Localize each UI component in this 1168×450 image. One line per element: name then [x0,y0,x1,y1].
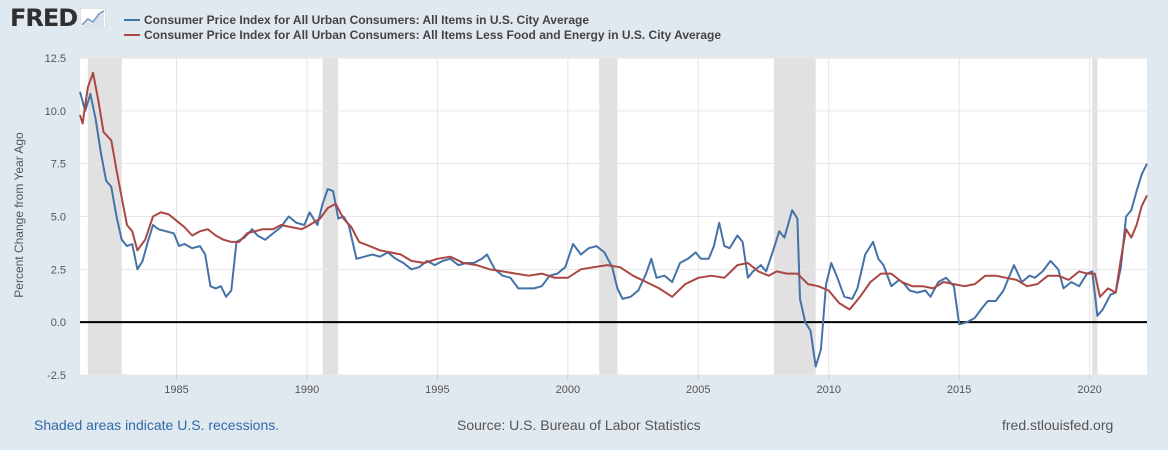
y-tick-label: 7.5 [51,159,66,171]
y-axis-ticks: -2.5 0.0 2.5 5.0 7.5 10.0 12.5 [45,53,66,382]
legend-swatch-cpi-core [124,33,140,36]
y-tick-label: 2.5 [51,264,66,276]
series-line-1 [79,71,1148,311]
logo-text: FRED [10,4,78,32]
x-tick-label: 2010 [816,384,840,396]
y-axis-title: Percent Change from Year Ago [12,132,26,298]
legend-label-cpi-core: Consumer Price Index for All Urban Consu… [144,27,722,42]
y-tick-label: 10.0 [45,106,66,118]
recession-note: Shaded areas indicate U.S. recessions. [34,417,280,433]
legend-item-cpi-all[interactable]: Consumer Price Index for All Urban Consu… [124,12,721,27]
x-tick-label: 1990 [295,384,319,396]
x-tick-label: 1985 [164,384,188,396]
legend-item-cpi-core[interactable]: Consumer Price Index for All Urban Consu… [124,27,721,42]
legend-label-cpi-all: Consumer Price Index for All Urban Consu… [144,12,589,27]
y-tick-label: -2.5 [47,370,66,382]
x-tick-label: 1995 [425,384,449,396]
fred-logo[interactable]: FRED [10,4,107,32]
x-tick-label: 2000 [556,384,580,396]
y-tick-label: 0.0 [51,317,66,329]
series-lines [79,71,1148,368]
y-tick-label: 12.5 [45,53,66,65]
site-link[interactable]: fred.stlouisfed.org [1002,417,1114,433]
x-tick-label: 2005 [686,384,710,396]
x-tick-label: 2020 [1077,384,1101,396]
fred-graph-icon [80,8,107,28]
series-line-0 [79,91,1148,368]
legend-swatch-cpi-all [124,18,140,21]
x-tick-label: 2015 [947,384,971,396]
x-axis-ticks: 1985 1990 1995 2000 2005 2010 2015 2020 [164,375,1102,396]
source-note: Source: U.S. Bureau of Labor Statistics [457,417,701,433]
chart-legend: Consumer Price Index for All Urban Consu… [124,12,721,42]
y-tick-label: 5.0 [51,212,66,224]
